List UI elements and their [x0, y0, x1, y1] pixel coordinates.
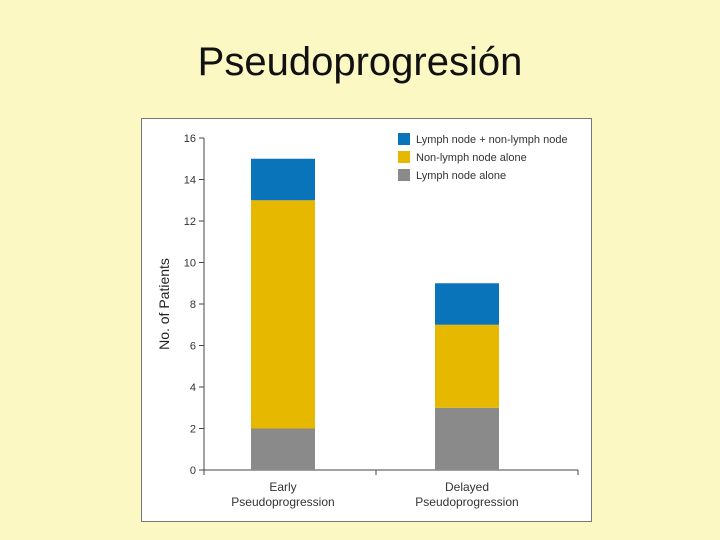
y-axis-title: No. of Patients	[156, 258, 172, 350]
legend-swatch	[398, 151, 410, 163]
legend-label: Non-lymph node alone	[416, 152, 527, 164]
y-tick-label: 8	[190, 299, 196, 311]
x-category-label: Pseudoprogression	[231, 495, 334, 509]
y-tick-label: 10	[184, 258, 196, 270]
slide-title: Pseudoprogresión	[197, 40, 523, 84]
y-tick-label: 2	[190, 424, 196, 436]
bar-segment	[435, 324, 499, 408]
legend-label: Lymph node alone	[416, 170, 506, 182]
y-axis: 0 2 4 6 8 10 12 14 16	[184, 133, 205, 477]
y-tick-label: 4	[190, 382, 196, 394]
x-axis: EarlyPseudoprogressionDelayedPseudoprogr…	[203, 469, 579, 509]
y-tick-label: 16	[184, 133, 196, 145]
y-tick-label: 14	[184, 175, 196, 187]
x-category-label: Delayed	[445, 480, 489, 494]
bar-segment	[251, 200, 315, 429]
x-category-label: Early	[269, 480, 296, 494]
chart-frame: 0 2 4 6 8 10 12 14 16 Early Pseudoprogression Dela…	[141, 118, 592, 522]
legend-swatch	[398, 169, 410, 181]
legend-label: Lymph node + non-lymph node	[416, 134, 568, 146]
bar-segment	[251, 428, 315, 470]
bar-segment	[435, 283, 499, 325]
bars	[251, 158, 499, 470]
y-tick-label: 12	[184, 216, 196, 228]
legend-swatch	[398, 133, 410, 145]
y-tick-label: 0	[190, 465, 196, 477]
legend: Lymph node + non-lymph node Non-lymph nod…	[398, 133, 568, 182]
bar-segment	[435, 407, 499, 470]
x-category-label: Pseudoprogression	[415, 495, 518, 509]
y-tick-label: 6	[190, 341, 196, 353]
bar-segment	[251, 158, 315, 201]
